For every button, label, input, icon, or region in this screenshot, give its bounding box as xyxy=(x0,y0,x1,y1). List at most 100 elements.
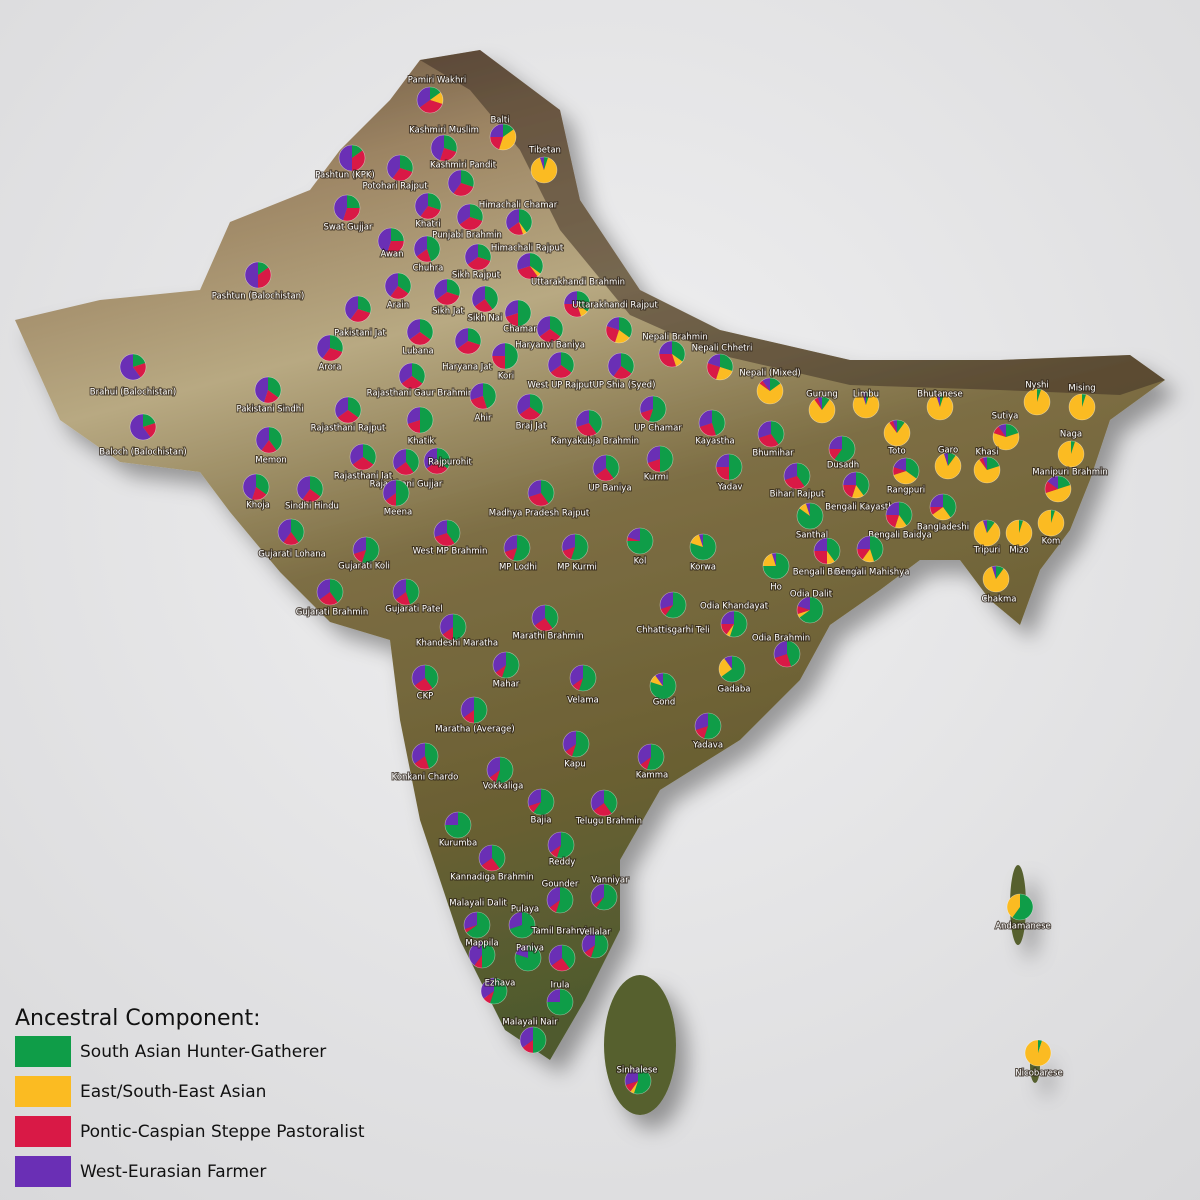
pie-slice xyxy=(763,553,776,566)
pie: Memon xyxy=(254,426,288,467)
pie-slice xyxy=(430,87,441,100)
pie-slice xyxy=(633,1068,651,1094)
pie-slice xyxy=(453,183,474,197)
group-label: Manipuri Brahmin xyxy=(1032,468,1108,478)
pie: Chakma xyxy=(981,565,1017,606)
pie-slice xyxy=(853,392,880,418)
group-label: Marathi Brahmin xyxy=(513,632,584,642)
pie-slice xyxy=(774,641,787,659)
pie-slice xyxy=(430,92,444,105)
pie-slice xyxy=(519,209,533,233)
pie: Rajasthani Rajput xyxy=(310,396,387,435)
legend: Ancestral Component: South Asian Hunter-… xyxy=(15,1006,365,1187)
pie-slice xyxy=(724,656,732,669)
pie-slice xyxy=(492,356,505,369)
pie: CKP xyxy=(411,664,439,703)
pie-outline xyxy=(504,299,532,327)
pie-slice xyxy=(504,548,517,561)
pie-slice xyxy=(943,494,957,518)
group-label: Korwa xyxy=(690,563,716,573)
pie-outline xyxy=(575,409,603,437)
pie-slice xyxy=(533,1027,546,1053)
group-label: Gujarati Brahmin xyxy=(296,608,369,618)
pie: Tibetan xyxy=(527,145,562,184)
group-label: Sikh Jat xyxy=(432,307,464,317)
pie: Manipuri Brahmin xyxy=(1031,467,1109,503)
group-label: Limbu xyxy=(853,390,879,400)
pie: Balti xyxy=(489,115,517,151)
pie-outline xyxy=(119,353,147,381)
pie-slice xyxy=(799,597,824,624)
pie-slice xyxy=(889,420,897,433)
pie-outline xyxy=(508,911,536,939)
pie-slice xyxy=(129,414,151,440)
pie-slice xyxy=(467,257,491,270)
group-label: Brahui (Balochistan) xyxy=(90,388,176,398)
pie-slice xyxy=(395,592,411,605)
group-label: Khandeshi Maratha xyxy=(416,639,498,649)
pie: Kori xyxy=(491,342,519,383)
pie-slice xyxy=(979,457,987,470)
group-label: Yadava xyxy=(692,741,723,751)
pie: Nicobarese xyxy=(1014,1039,1064,1080)
pie: Haryanvi Baniya xyxy=(514,315,586,352)
pie-slice xyxy=(660,592,673,610)
pie-slice xyxy=(614,330,630,343)
pie-slice xyxy=(822,397,830,410)
pie-slice xyxy=(884,422,910,447)
pie-slice xyxy=(133,362,147,378)
pie-slice xyxy=(474,299,493,312)
pie: Sikh Nai xyxy=(467,285,503,325)
pie-outline xyxy=(639,395,667,423)
pie-slice xyxy=(564,304,582,318)
group-label: Lubana xyxy=(402,347,433,357)
pie: Arora xyxy=(316,334,344,374)
pie-outline xyxy=(592,454,620,482)
pie: Baloch (Balochistan) xyxy=(98,413,188,459)
group-label: Ahir xyxy=(474,414,492,424)
pie-slice xyxy=(528,802,541,813)
pie-slice xyxy=(993,432,1019,451)
pie-slice xyxy=(712,410,726,436)
pie: Odia Khandayat xyxy=(699,601,770,638)
pie-slice xyxy=(345,296,358,320)
pie-outline xyxy=(536,315,564,343)
pie: Gujarati Lohana xyxy=(257,518,327,561)
group-label: Kannadiga Brahmin xyxy=(450,873,534,883)
group-label: Garo xyxy=(938,446,958,456)
pie-slice xyxy=(447,279,460,297)
pie-slice xyxy=(843,472,856,485)
group-label: Baloch (Balochistan) xyxy=(99,448,186,458)
pie-outline xyxy=(929,493,957,521)
pie: Potohari Rajput xyxy=(361,154,429,193)
pie-slice xyxy=(721,611,734,624)
pie: Meena xyxy=(382,479,413,519)
pie-outline xyxy=(382,479,410,507)
group-label: Sindhi Hindu xyxy=(285,502,339,512)
pie-slice xyxy=(564,291,577,304)
pie-slice xyxy=(444,135,458,153)
pie-outline xyxy=(1068,393,1096,421)
pie-outline xyxy=(756,377,784,405)
pie-slice xyxy=(470,383,483,401)
pie-outline xyxy=(460,696,488,724)
group-label: Gadaba xyxy=(717,685,750,695)
pie-slice xyxy=(718,658,732,677)
group-label: Dusadh xyxy=(827,461,859,471)
pie-slice xyxy=(595,468,614,482)
group-label: Gujarati Koli xyxy=(338,562,390,572)
pie-outline xyxy=(828,435,856,463)
pie-slice xyxy=(640,396,653,414)
group-label: Reddy xyxy=(549,858,576,868)
pie: Pashtun (KPK) xyxy=(314,144,376,182)
pie-slice xyxy=(460,697,474,718)
pie-slice xyxy=(143,414,156,427)
pie-outline xyxy=(757,420,785,448)
group-label: Kom xyxy=(1042,537,1061,547)
pie-outline xyxy=(129,413,157,441)
pie-slice xyxy=(474,697,487,723)
pie-slice xyxy=(396,480,409,506)
pie: Khatri xyxy=(414,192,442,231)
pie-slice xyxy=(690,534,703,547)
